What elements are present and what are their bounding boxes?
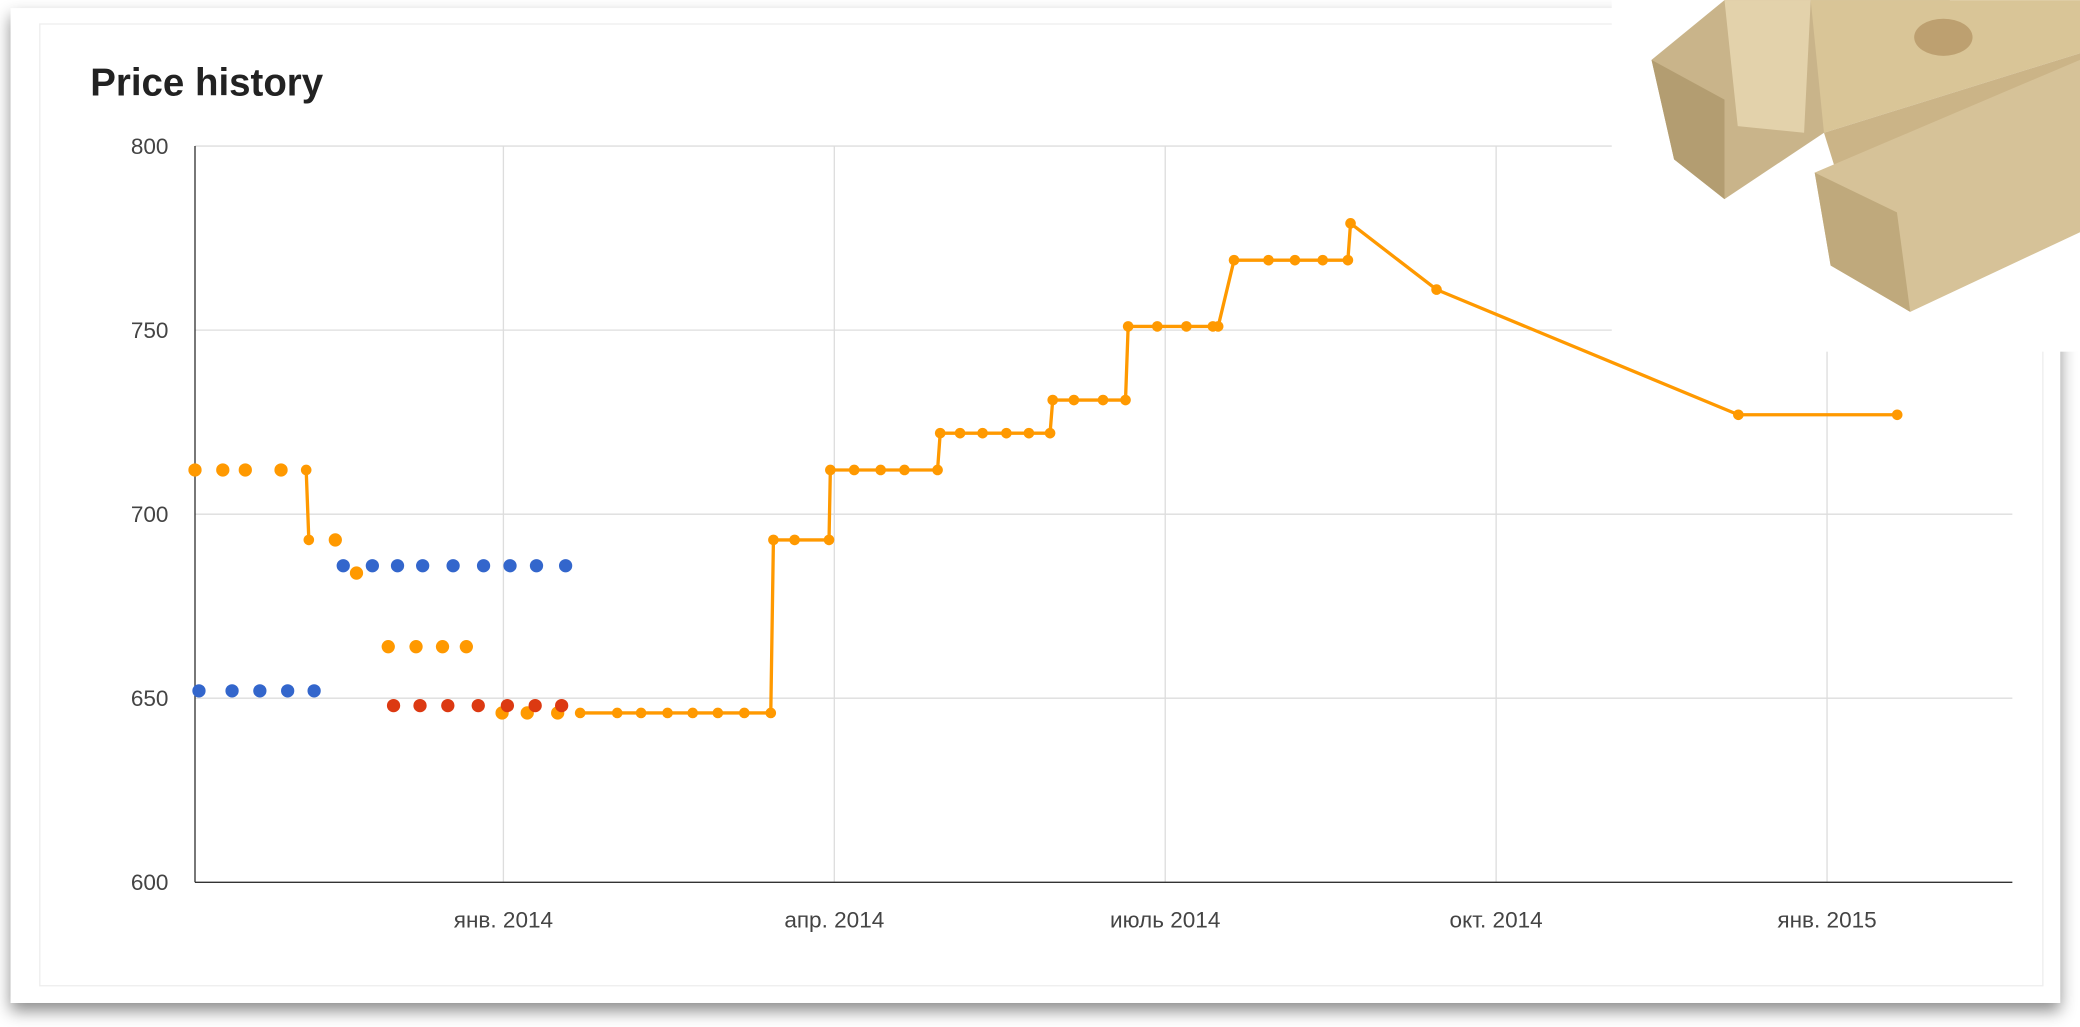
point	[436, 640, 449, 653]
point	[192, 684, 205, 697]
point	[446, 559, 459, 572]
point	[301, 465, 312, 476]
y-tick-label: 800	[131, 134, 169, 159]
point	[824, 535, 835, 546]
chart: Price history 600 650 700 750 800 янв. 2014 ап…	[0, 0, 2080, 1027]
point	[899, 465, 910, 476]
point	[687, 708, 698, 719]
page: Price history 600 650 700 750 800 янв. 2014 ап…	[0, 0, 2080, 1027]
point	[1120, 395, 1131, 406]
x-tick-label: апр. 2014	[784, 907, 884, 932]
point	[503, 559, 516, 572]
point	[382, 640, 395, 653]
point	[935, 428, 946, 439]
y-tick-label: 750	[131, 318, 169, 343]
point	[1317, 255, 1328, 266]
point	[1345, 218, 1356, 229]
point	[304, 535, 315, 546]
point	[875, 465, 886, 476]
point	[612, 708, 623, 719]
point	[849, 465, 860, 476]
point	[662, 708, 673, 719]
point	[239, 463, 252, 476]
point	[477, 559, 490, 572]
point	[472, 699, 485, 712]
point	[1892, 409, 1903, 420]
point	[789, 535, 800, 546]
point	[350, 566, 363, 579]
wood-image	[1612, 0, 2080, 352]
point	[1290, 255, 1301, 266]
point	[1098, 395, 1109, 406]
point	[1431, 284, 1442, 295]
point	[932, 465, 943, 476]
point	[329, 533, 342, 546]
x-tick-label: окт. 2014	[1450, 907, 1543, 932]
y-tick-label: 600	[131, 870, 169, 895]
point	[337, 559, 350, 572]
point	[955, 428, 966, 439]
x-tick-label: янв. 2015	[1777, 907, 1876, 932]
point	[391, 559, 404, 572]
point	[575, 708, 586, 719]
point	[253, 684, 266, 697]
point	[281, 684, 294, 697]
point	[636, 708, 647, 719]
point	[387, 699, 400, 712]
point	[1045, 428, 1056, 439]
point	[529, 699, 542, 712]
point	[1001, 428, 1012, 439]
point	[739, 708, 750, 719]
point	[441, 699, 454, 712]
point	[1181, 321, 1192, 332]
point	[825, 465, 836, 476]
x-tick-label: янв. 2014	[454, 907, 553, 932]
point	[413, 699, 426, 712]
point	[460, 640, 473, 653]
point	[559, 559, 572, 572]
point	[1733, 409, 1744, 420]
point	[216, 463, 229, 476]
y-tick-label: 700	[131, 502, 169, 527]
y-tick-label: 650	[131, 686, 169, 711]
point	[1047, 395, 1058, 406]
point	[225, 684, 238, 697]
point	[1263, 255, 1274, 266]
point	[501, 699, 514, 712]
point	[1152, 321, 1163, 332]
chart-title: Price history	[90, 62, 324, 105]
point	[713, 708, 724, 719]
point	[188, 463, 201, 476]
point	[409, 640, 422, 653]
point	[1123, 321, 1134, 332]
point	[307, 684, 320, 697]
point	[768, 535, 779, 546]
point	[977, 428, 988, 439]
point	[1213, 321, 1224, 332]
point	[1069, 395, 1080, 406]
point	[416, 559, 429, 572]
point	[530, 559, 543, 572]
point	[555, 699, 568, 712]
point	[1343, 255, 1354, 266]
point	[366, 559, 379, 572]
point	[1229, 255, 1240, 266]
point	[1024, 428, 1035, 439]
point	[274, 463, 287, 476]
point	[765, 708, 776, 719]
x-tick-label: июль 2014	[1110, 907, 1220, 932]
